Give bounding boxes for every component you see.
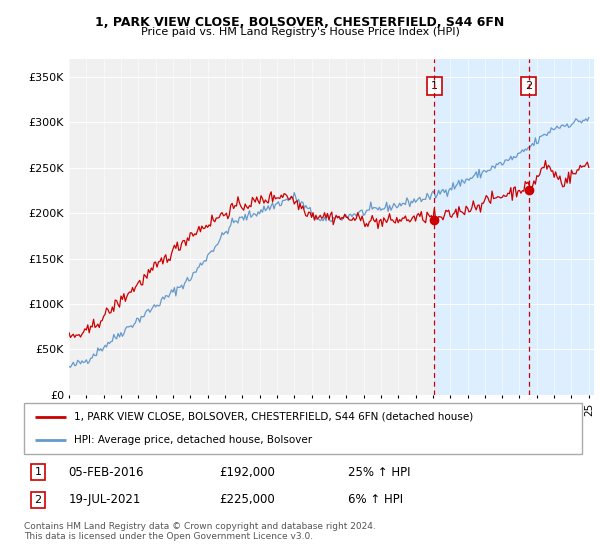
Text: 1, PARK VIEW CLOSE, BOLSOVER, CHESTERFIELD, S44 6FN (detached house): 1, PARK VIEW CLOSE, BOLSOVER, CHESTERFIE… [74,412,473,422]
Text: 2: 2 [34,495,41,505]
Text: 1: 1 [431,81,438,91]
Text: 1: 1 [34,467,41,477]
Text: HPI: Average price, detached house, Bolsover: HPI: Average price, detached house, Bols… [74,435,313,445]
Bar [434,59,594,395]
Text: 2: 2 [525,81,532,91]
FancyBboxPatch shape [24,403,582,454]
Text: Contains HM Land Registry data © Crown copyright and database right 2024.
This d: Contains HM Land Registry data © Crown c… [24,522,376,542]
Text: 6% ↑ HPI: 6% ↑ HPI [347,493,403,506]
Text: Price paid vs. HM Land Registry's House Price Index (HPI): Price paid vs. HM Land Registry's House … [140,27,460,37]
Text: £192,000: £192,000 [220,465,275,479]
Text: 25% ↑ HPI: 25% ↑ HPI [347,465,410,479]
Text: 05-FEB-2016: 05-FEB-2016 [68,465,144,479]
Text: £225,000: £225,000 [220,493,275,506]
Text: 19-JUL-2021: 19-JUL-2021 [68,493,141,506]
Text: 1, PARK VIEW CLOSE, BOLSOVER, CHESTERFIELD, S44 6FN: 1, PARK VIEW CLOSE, BOLSOVER, CHESTERFIE… [95,16,505,29]
